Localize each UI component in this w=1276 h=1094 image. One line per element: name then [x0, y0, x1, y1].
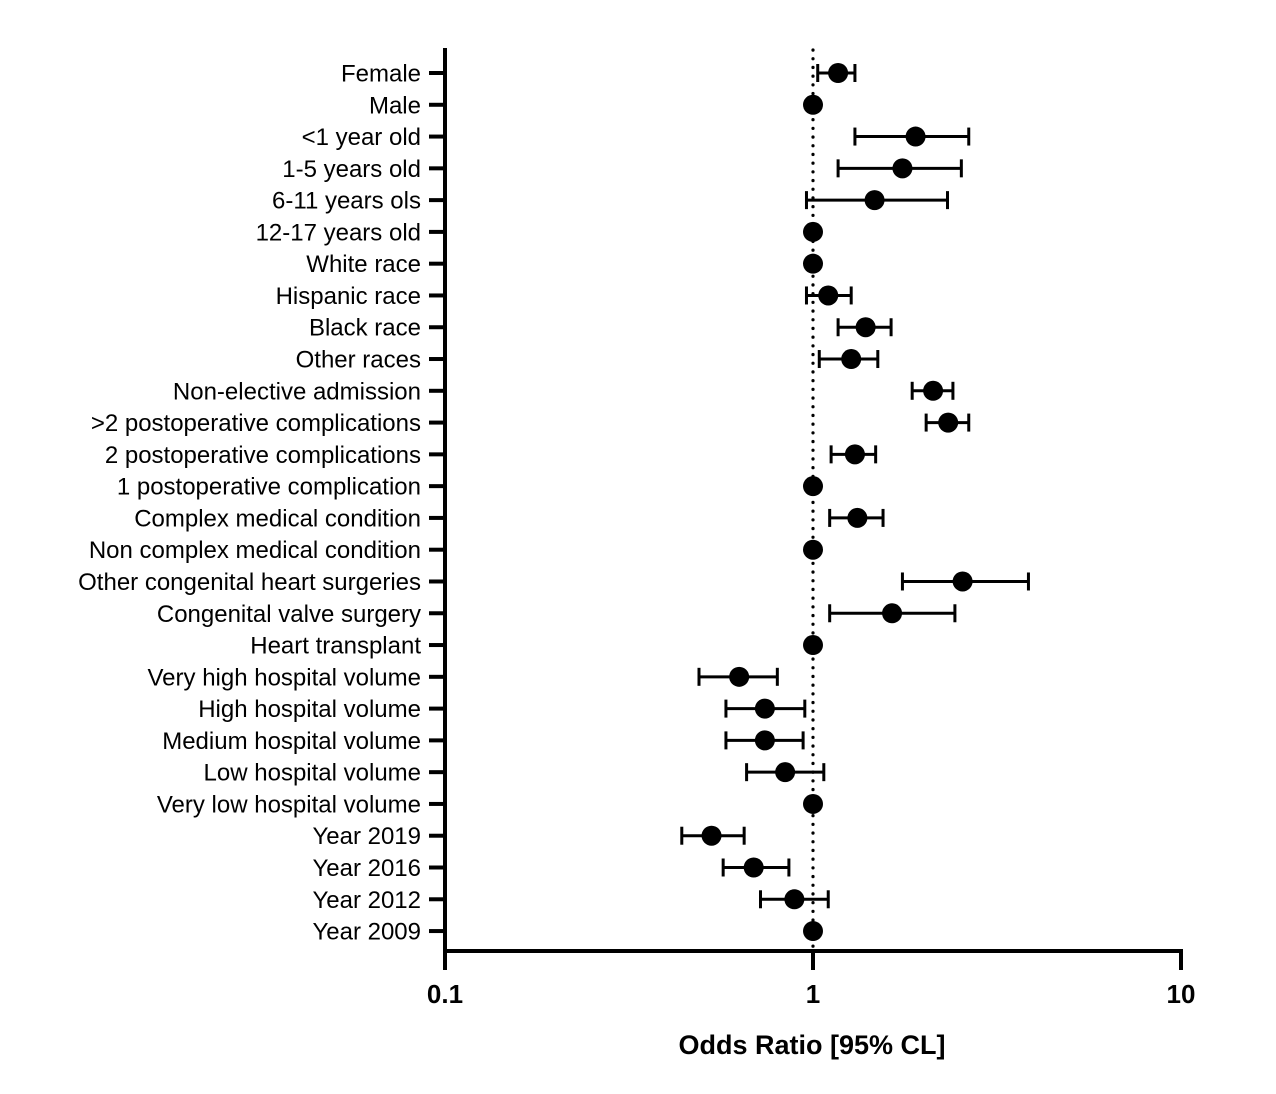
odds-ratio-point — [803, 793, 823, 814]
forest-row: Year 2016 — [312, 855, 791, 882]
row-label: Other races — [296, 347, 421, 374]
odds-ratio-point — [775, 762, 796, 783]
odds-ratio-point — [882, 603, 903, 624]
forest-row: 2 postoperative complications — [105, 442, 878, 469]
odds-ratio-point — [841, 349, 862, 370]
odds-ratio-point — [938, 412, 959, 433]
row-label: 12-17 years old — [256, 219, 421, 246]
row-label: Complex medical condition — [134, 505, 421, 532]
row-label: Hispanic race — [276, 283, 421, 310]
forest-row: Year 2009 — [312, 919, 823, 946]
row-label: 1-5 years old — [282, 156, 421, 183]
forest-row: Year 2012 — [312, 887, 830, 914]
forest-row: Female — [341, 61, 857, 88]
x-ticks-group: 0.1 1 10 — [427, 951, 1196, 1009]
odds-ratio-point — [952, 571, 973, 592]
odds-ratio-point — [701, 825, 722, 846]
row-label: Congenital valve surgery — [157, 601, 421, 628]
odds-ratio-point — [754, 698, 775, 719]
row-label: Heart transplant — [250, 633, 421, 660]
odds-ratio-point — [905, 126, 926, 147]
row-label: Black race — [309, 315, 421, 342]
forest-row: <1 year old — [302, 124, 971, 151]
x-tick-label-1: 1 — [806, 979, 820, 1009]
forest-row: 1 postoperative complication — [117, 474, 823, 501]
forest-row: 12-17 years old — [256, 219, 823, 246]
forest-row: Very low hospital volume — [157, 791, 823, 818]
odds-ratio-point — [784, 889, 805, 910]
odds-ratio-point — [855, 317, 876, 338]
x-tick-label-0: 0.1 — [427, 979, 463, 1009]
odds-ratio-point — [803, 94, 823, 115]
forest-row: Year 2019 — [312, 823, 746, 850]
row-label: 2 postoperative complications — [105, 442, 421, 469]
row-label: Medium hospital volume — [162, 728, 421, 755]
forest-row: White race — [306, 251, 823, 278]
odds-ratio-point — [803, 539, 823, 560]
row-label: High hospital volume — [198, 696, 421, 723]
forest-row: Black race — [309, 315, 893, 342]
odds-ratio-point — [754, 730, 775, 751]
odds-ratio-point — [803, 253, 823, 274]
row-label: >2 postoperative complications — [91, 410, 421, 437]
row-label: Year 2012 — [312, 887, 421, 914]
odds-ratio-point — [729, 666, 750, 687]
row-label: Low hospital volume — [204, 760, 421, 787]
odds-ratio-point — [803, 921, 823, 942]
odds-ratio-point — [803, 221, 823, 242]
odds-ratio-point — [844, 444, 865, 465]
row-label: Year 2016 — [312, 855, 421, 882]
forest-row: 6-11 years ols — [272, 188, 949, 215]
row-label: Year 2009 — [312, 919, 421, 946]
odds-ratio-point — [923, 380, 944, 401]
forest-row: Hispanic race — [276, 283, 853, 310]
forest-row: Non-elective admission — [173, 378, 955, 405]
forest-row: Low hospital volume — [204, 760, 826, 787]
forest-row: Other congenital heart surgeries — [78, 569, 1030, 596]
row-label: Non-elective admission — [173, 378, 421, 405]
forest-row: High hospital volume — [198, 696, 807, 723]
row-label: White race — [306, 251, 421, 278]
odds-ratio-point — [818, 285, 839, 306]
odds-ratio-point — [864, 190, 885, 211]
row-label: Very low hospital volume — [157, 791, 421, 818]
row-label: <1 year old — [302, 124, 421, 151]
forest-row: Congenital valve surgery — [157, 601, 957, 628]
row-label: Very high hospital volume — [148, 664, 422, 691]
forest-row: Non complex medical condition — [89, 537, 823, 564]
forest-row: >2 postoperative complications — [91, 410, 971, 437]
row-label: 1 postoperative complication — [117, 474, 421, 501]
row-label: Non complex medical condition — [89, 537, 421, 564]
odds-ratio-point — [892, 158, 913, 179]
odds-ratio-point — [743, 857, 764, 878]
forest-row: Other races — [296, 347, 880, 374]
forest-row: Male — [369, 92, 823, 119]
forest-row: 1-5 years old — [282, 156, 963, 183]
row-label: Female — [341, 61, 421, 88]
rows-group: Female Male <1 year old 1-5 years old 6-11 y… — [78, 61, 1030, 946]
x-axis-title: Odds Ratio [95% CL] — [678, 1030, 945, 1060]
forest-row: Medium hospital volume — [162, 728, 805, 755]
odds-ratio-point — [803, 476, 823, 497]
forest-row: Very high hospital volume — [148, 664, 779, 691]
forest-row: Complex medical condition — [134, 505, 885, 532]
row-label: Male — [369, 92, 421, 119]
row-label: Other congenital heart surgeries — [78, 569, 421, 596]
row-label: 6-11 years ols — [272, 188, 421, 215]
row-label: Year 2019 — [312, 823, 421, 850]
forest-row: Heart transplant — [250, 633, 823, 660]
odds-ratio-point — [828, 63, 849, 83]
odds-ratio-point — [803, 635, 823, 656]
x-tick-label-2: 10 — [1167, 979, 1196, 1009]
odds-ratio-point — [847, 507, 868, 528]
